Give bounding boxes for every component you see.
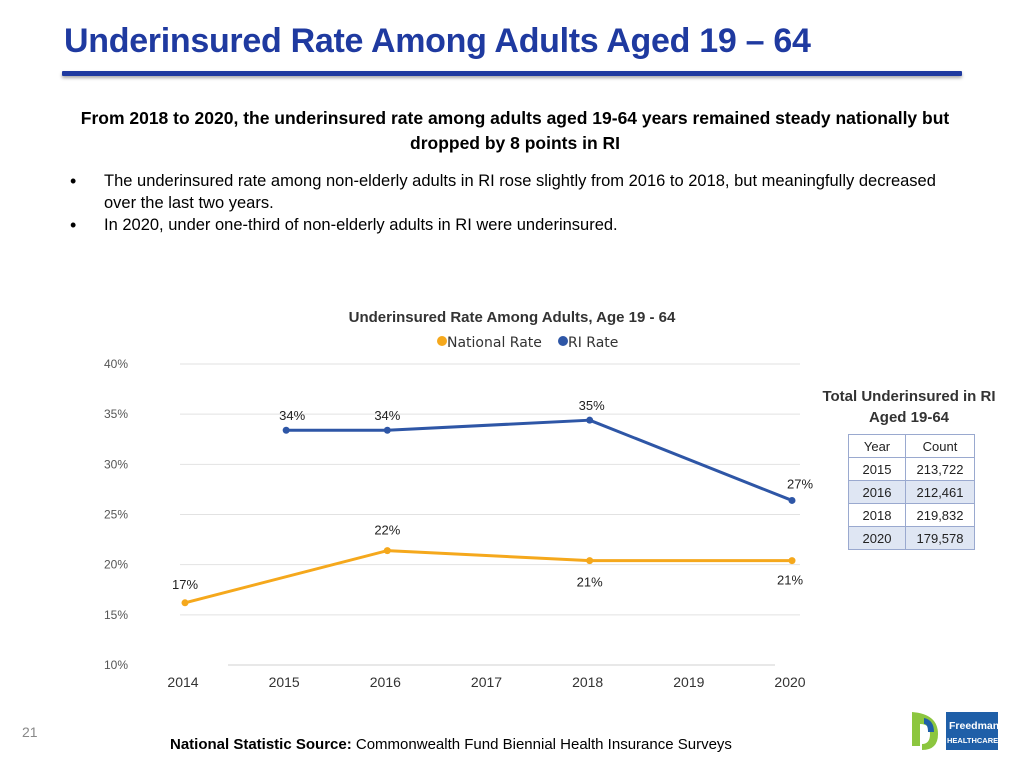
table-row: 2020 179,578 xyxy=(848,526,975,550)
cell-year: 2018 xyxy=(848,503,906,527)
bullet-marker: • xyxy=(70,171,77,191)
data-label: 34% xyxy=(279,408,305,423)
data-point xyxy=(788,557,796,565)
data-label: 21% xyxy=(577,575,603,590)
logo-mark-blue xyxy=(924,718,934,732)
table-row: 2018 219,832 xyxy=(848,503,975,527)
bullet-item: • In 2020, under one-third of non-elderl… xyxy=(70,214,970,236)
data-label: 17% xyxy=(172,577,198,592)
x-tick-label: 2018 xyxy=(572,674,603,690)
data-point xyxy=(282,426,290,434)
logo-name: Freedman xyxy=(949,720,999,732)
x-tick-label: 2016 xyxy=(370,674,401,690)
cell-year: 2020 xyxy=(848,526,906,550)
cell-count: 212,461 xyxy=(905,480,975,504)
logo-box xyxy=(946,712,998,750)
x-tick-label: 2020 xyxy=(774,674,805,690)
legend-label: RI Rate xyxy=(568,335,618,351)
table-title: Total Underinsured in RI Aged 19-64 xyxy=(822,388,996,426)
table-row: 2016 212,461 xyxy=(848,480,975,504)
y-tick-label: 15% xyxy=(104,608,128,622)
bullet-text: The underinsured rate among non-elderly … xyxy=(104,172,936,212)
cell-year: 2015 xyxy=(848,457,906,481)
table-header-row: Year Count xyxy=(848,434,975,458)
header-year: Year xyxy=(848,434,906,458)
data-label: 34% xyxy=(374,408,400,423)
slide-title: Underinsured Rate Among Adults Aged 19 –… xyxy=(64,22,811,60)
y-tick-label: 10% xyxy=(104,658,128,672)
bullet-item: • The underinsured rate among non-elderl… xyxy=(70,170,970,214)
cell-count: 179,578 xyxy=(905,526,975,550)
logo-tagline: HEALTHCARE xyxy=(947,736,998,745)
y-tick-label: 40% xyxy=(104,357,128,371)
y-tick-label: 35% xyxy=(104,407,128,421)
x-tick-label: 2015 xyxy=(269,674,300,690)
cell-count: 213,722 xyxy=(905,457,975,481)
title-underline xyxy=(62,71,962,76)
legend-marker xyxy=(437,336,447,346)
cell-year: 2016 xyxy=(848,480,906,504)
header-count: Count xyxy=(905,434,975,458)
x-tick-label: 2019 xyxy=(673,674,704,690)
data-label: 21% xyxy=(777,573,803,588)
cell-count: 219,832 xyxy=(905,503,975,527)
y-tick-label: 20% xyxy=(104,558,128,572)
y-tick-label: 25% xyxy=(104,508,128,522)
data-point xyxy=(383,547,391,555)
legend-marker xyxy=(558,336,568,346)
data-label: 35% xyxy=(579,398,605,413)
series-line-ri-rate xyxy=(286,418,793,502)
data-point xyxy=(181,599,189,607)
data-label: 27% xyxy=(787,476,813,491)
page-number: 21 xyxy=(22,724,38,740)
data-point xyxy=(383,426,391,434)
data-label: 22% xyxy=(374,523,400,538)
x-tick-label: 2017 xyxy=(471,674,502,690)
source-label: National Statistic Source: xyxy=(170,736,352,753)
data-point xyxy=(586,416,594,424)
logo-mark-green xyxy=(912,712,938,750)
table-row: 2015 213,722 xyxy=(848,457,975,481)
bullet-marker: • xyxy=(70,215,77,235)
source-note: National Statistic Source: Commonwealth … xyxy=(170,736,732,753)
legend-label: National Rate xyxy=(447,335,542,351)
data-point xyxy=(788,496,796,504)
series-line-national-rate xyxy=(184,549,792,605)
y-tick-label: 30% xyxy=(104,457,128,471)
logo-graphic: Freedman HEALTHCARE xyxy=(912,712,999,750)
source-text: Commonwealth Fund Biennial Health Insura… xyxy=(351,736,732,753)
slide-subtitle: From 2018 to 2020, the underinsured rate… xyxy=(80,108,950,153)
bullet-list: • The underinsured rate among non-elderl… xyxy=(70,170,970,236)
chart-title: Underinsured Rate Among Adults, Age 19 -… xyxy=(348,309,676,326)
data-point xyxy=(586,557,594,565)
freedman-healthcare-logo: Freedman HEALTHCARE xyxy=(908,710,1000,754)
x-tick-label: 2014 xyxy=(167,674,198,690)
underinsured-count-table: Year Count 2015 213,722 2016 212,461 201… xyxy=(848,434,975,550)
bullet-text: In 2020, under one-third of non-elderly … xyxy=(104,216,618,234)
